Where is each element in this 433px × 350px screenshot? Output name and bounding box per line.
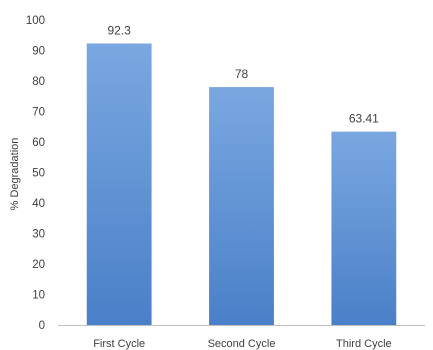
y-tick-label: 30 (32, 229, 45, 241)
y-tick-label: 20 (32, 259, 45, 271)
bar (86, 43, 152, 326)
y-tick-label: 60 (32, 137, 45, 149)
y-tick-label: 40 (32, 198, 45, 210)
x-category-label: Third Cycle (336, 338, 392, 350)
y-tick-label: 80 (32, 76, 45, 88)
y-tick-label: 70 (32, 107, 45, 119)
y-tick-label: 50 (32, 168, 45, 180)
bars (86, 43, 397, 326)
bar (209, 87, 274, 325)
x-axis-labels: First Cycle Second Cycle Third Cycle (93, 338, 391, 350)
bar (331, 131, 397, 325)
y-axis-ticks: 0 10 20 30 40 50 60 70 80 90 100 (26, 15, 45, 332)
x-category-label: First Cycle (93, 338, 145, 350)
data-labels: 92.3 78 63.41 (107, 23, 379, 125)
y-axis-title: % Degradation (9, 138, 21, 211)
y-tick-label: 90 (32, 46, 45, 58)
bar-value-label: 78 (235, 67, 249, 81)
bar-value-label: 92.3 (107, 23, 131, 37)
bar-value-label: 63.41 (349, 112, 379, 126)
y-tick-label: 100 (26, 15, 45, 27)
x-category-label: Second Cycle (208, 338, 276, 350)
y-tick-label: 0 (39, 320, 45, 332)
y-tick-label: 10 (32, 290, 45, 302)
